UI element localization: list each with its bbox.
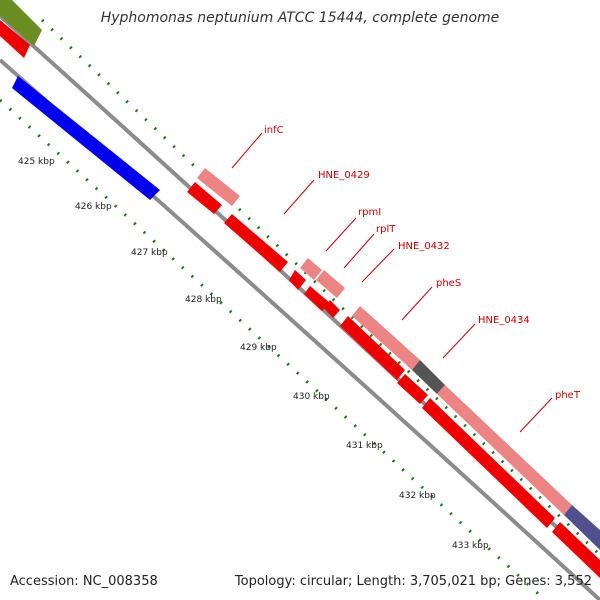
feature-rev-8[interactable] — [422, 398, 555, 528]
feature-phes[interactable] — [352, 306, 420, 370]
feature-rplt[interactable] — [316, 270, 345, 298]
feature-red-topleft[interactable] — [0, 20, 30, 58]
leader-phet — [519, 397, 553, 433]
genome-summary: Topology: circular; Length: 3,705,021 bp… — [234, 574, 592, 589]
leader-rplt — [343, 233, 375, 269]
tick-label-429: 429 kbp — [240, 343, 277, 353]
tick-ring-outer — [40, 18, 600, 557]
feature-rev-3[interactable] — [289, 270, 306, 290]
gene-label-hne0429: HNE_0429 — [318, 170, 370, 181]
leader-phes — [401, 286, 433, 321]
feature-hne0434[interactable] — [412, 360, 445, 394]
tick-label-426: 426 kbp — [75, 202, 112, 212]
feature-rev-5[interactable] — [324, 300, 340, 318]
tick-label-433: 433 kbp — [452, 541, 489, 551]
feature-rev-6[interactable] — [340, 316, 405, 380]
gene-label-hne0434: HNE_0434 — [478, 315, 530, 326]
feature-rev-2[interactable] — [224, 214, 288, 272]
tick-label-428: 428 kbp — [185, 295, 222, 305]
leader-hne0434 — [442, 323, 476, 359]
feature-rpmi[interactable] — [300, 258, 322, 280]
accession-label: Accession: NC_008358 — [10, 574, 158, 589]
gene-label-rpmi: rpmI — [358, 207, 381, 218]
tick-label-431: 431 kbp — [346, 441, 383, 451]
gene-label-infc: infC — [264, 125, 284, 136]
feature-rev-9[interactable] — [552, 522, 600, 578]
feature-rev-7[interactable] — [397, 374, 428, 404]
leader-hne0429 — [283, 179, 315, 215]
gene-label-phet: pheT — [555, 390, 581, 401]
feature-rev-4[interactable] — [304, 286, 330, 311]
tick-label-430: 430 kbp — [293, 392, 330, 402]
gene-label-rplt: rplT — [376, 224, 396, 235]
gene-label-phes: pheS — [436, 278, 461, 289]
feature-green-top[interactable] — [0, 0, 42, 46]
tick-label-425: 425 kbp — [18, 157, 55, 167]
tick-label-427: 427 kbp — [131, 248, 168, 258]
leader-rpmi — [325, 217, 357, 252]
feature-infc[interactable] — [197, 168, 240, 206]
feature-hne0429-rev[interactable] — [187, 182, 222, 214]
feature-phet[interactable] — [437, 385, 572, 515]
map-title: Hyphomonas neptunium ATCC 15444, complet… — [100, 10, 500, 26]
leader-infc — [231, 132, 263, 169]
tick-label-432: 432 kbp — [399, 491, 436, 501]
gene-label-hne0432: HNE_0432 — [398, 241, 450, 252]
feature-rna-blue[interactable] — [12, 76, 160, 200]
feature-purple[interactable] — [564, 505, 600, 550]
leader-hne0432 — [361, 248, 395, 283]
